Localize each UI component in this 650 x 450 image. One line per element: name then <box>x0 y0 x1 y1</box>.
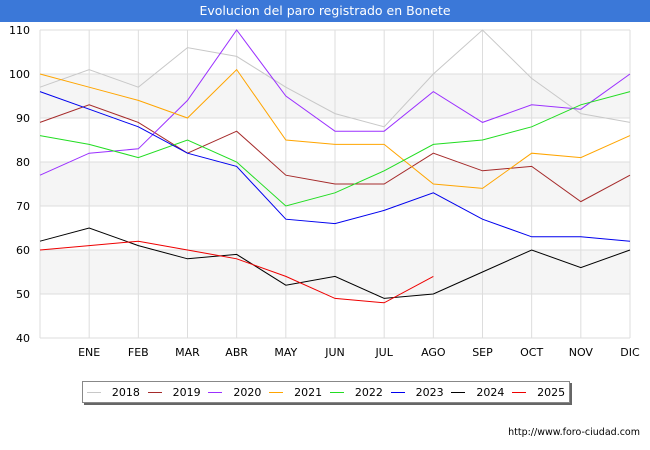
series-line-2019 <box>39 104 631 203</box>
x-tick-label: MAR <box>175 346 200 359</box>
series-line-2018 <box>39 29 631 128</box>
series-line-2024 <box>39 227 631 299</box>
legend-label: 2023 <box>415 385 444 399</box>
legend-item-2022: 2022 <box>329 385 383 399</box>
y-tick-label: 110 <box>9 24 30 37</box>
legend-label: 2020 <box>233 385 262 399</box>
legend-swatch <box>208 391 223 393</box>
series-line-2021 <box>39 68 631 189</box>
x-axis-ticks: ENE FEB MAR ABR MAY JUN JUL AGO SEP OCT NOV DIC <box>78 346 640 359</box>
legend-item-2021: 2021 <box>269 386 322 399</box>
series-line-2022 <box>39 91 631 207</box>
legend-label: 2018 <box>111 385 140 399</box>
x-tick-label: FEB <box>128 346 149 359</box>
legend-item-2024: 2024 <box>451 386 504 399</box>
x-tick-label: JUN <box>324 346 345 359</box>
legend-swatch <box>86 391 101 393</box>
legend-label: 2024 <box>476 385 505 399</box>
source-url[interactable]: http://www.foro-ciudad.com <box>508 427 640 438</box>
legend-item-2025: 2025 <box>512 386 565 399</box>
x-tick-label: ENE <box>78 346 100 359</box>
x-tick-label: JUL <box>374 346 393 359</box>
x-tick-label: NOV <box>569 346 594 359</box>
chart-legend: 2018 2019 2020 2021 2022 2023 2024 2025 <box>82 381 570 403</box>
legend-swatch <box>147 391 162 393</box>
legend-swatch <box>390 391 405 393</box>
legend-item-2023: 2023 <box>390 385 444 399</box>
series-line-2023 <box>39 91 631 242</box>
y-axis-ticks: 40 50 60 70 80 90 100 110 <box>9 24 30 345</box>
y-tick-label: 50 <box>16 288 30 301</box>
y-tick-label: 70 <box>16 200 30 213</box>
x-tick-label: MAY <box>274 346 297 359</box>
y-tick-label: 100 <box>9 68 30 81</box>
legend-label: 2021 <box>294 385 323 399</box>
y-tick-label: 80 <box>16 156 30 169</box>
legend-item-2018: 2018 <box>86 385 140 399</box>
x-tick-label: AGO <box>421 346 446 359</box>
y-tick-label: 90 <box>16 112 30 125</box>
legend-label: 2019 <box>172 385 201 399</box>
legend-swatch <box>329 391 344 393</box>
legend-item-2019: 2019 <box>147 385 201 399</box>
chart-title: Evolucion del paro registrado en Bonete <box>0 0 650 22</box>
x-tick-label: DIC <box>620 346 640 359</box>
x-tick-label: SEP <box>472 346 493 359</box>
x-tick-label: ABR <box>225 346 248 359</box>
series-line-2020 <box>39 29 631 176</box>
y-tick-label: 40 <box>16 332 30 345</box>
legend-label: 2025 <box>537 385 566 399</box>
series-lines <box>39 29 631 304</box>
legend-label: 2022 <box>354 385 383 399</box>
legend-swatch <box>512 391 527 393</box>
legend-swatch <box>451 391 466 393</box>
x-tick-label: OCT <box>520 346 543 359</box>
legend-item-2020: 2020 <box>208 386 261 399</box>
legend-swatch <box>269 391 284 393</box>
y-tick-label: 60 <box>16 244 30 257</box>
series-line-2025 <box>39 240 434 304</box>
